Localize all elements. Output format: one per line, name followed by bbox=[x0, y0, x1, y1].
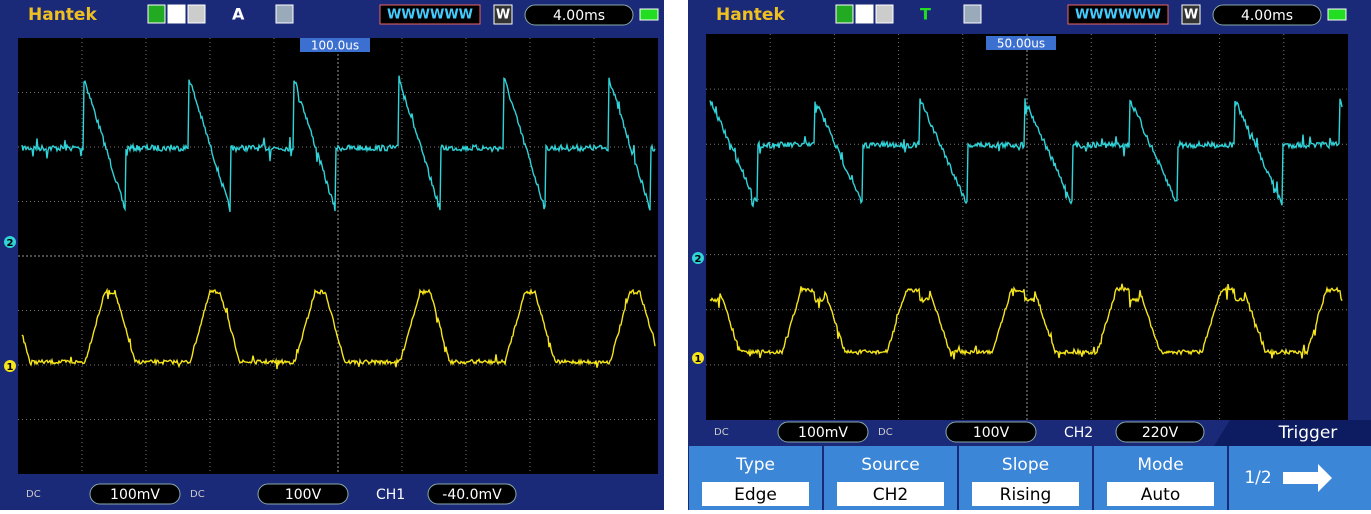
ch1-coupling: DC bbox=[26, 489, 41, 500]
save-icon bbox=[964, 5, 981, 23]
trigger-mode: T bbox=[920, 5, 931, 24]
channel-marker-label: 1 bbox=[695, 354, 702, 365]
trigger-source: CH2 bbox=[1064, 425, 1093, 441]
trigger-position: 50.00us bbox=[997, 37, 1045, 51]
menu-label: Type bbox=[735, 455, 775, 475]
menu-title: Trigger bbox=[1278, 423, 1338, 443]
menu-value: Edge bbox=[734, 485, 777, 505]
toolbar-icon bbox=[856, 5, 873, 23]
waveform-indicator: WWWWWW bbox=[387, 8, 473, 23]
trigger-position: 100.0us bbox=[311, 39, 359, 53]
menu-label: Slope bbox=[1002, 455, 1049, 475]
battery bbox=[640, 9, 658, 20]
page: {"screens": [ {"brand": "Hantek", "trigg… bbox=[0, 0, 1371, 510]
ch1-scale: 100mV bbox=[110, 487, 160, 503]
ch2-scale: 100V bbox=[285, 487, 322, 503]
waveform-indicator: WWWWWW bbox=[1075, 8, 1161, 23]
toolbar-icon bbox=[188, 5, 205, 23]
menu-label: Mode bbox=[1137, 455, 1183, 475]
channel-marker-label: 2 bbox=[695, 254, 702, 265]
screens: HantekAWWWWWWW4.00ms100.0us21DC100mVDC10… bbox=[0, 0, 1371, 510]
ch1-scale: 100mV bbox=[798, 425, 848, 441]
channel-marker-label: 2 bbox=[7, 238, 14, 249]
save-icon bbox=[276, 5, 293, 23]
channel-marker-label: 1 bbox=[7, 362, 14, 373]
toolbar-icon bbox=[148, 5, 165, 23]
w-label: W bbox=[496, 8, 510, 23]
menu-value: Rising bbox=[1000, 485, 1052, 505]
ch2-coupling: DC bbox=[190, 489, 205, 500]
trigger-mode: A bbox=[232, 5, 245, 24]
menu-value: CH2 bbox=[873, 485, 908, 505]
brand: Hantek bbox=[716, 5, 785, 25]
trigger-level: 220V bbox=[1142, 425, 1179, 441]
timebase: 4.00ms bbox=[553, 8, 605, 24]
menu-label: Source bbox=[861, 455, 919, 475]
brand: Hantek bbox=[28, 5, 97, 25]
toolbar-icon bbox=[876, 5, 893, 23]
menu-page: 1/2 bbox=[1244, 468, 1271, 488]
ch2-coupling: DC bbox=[878, 427, 893, 438]
menu-value: Auto bbox=[1141, 485, 1180, 505]
ch1-coupling: DC bbox=[714, 427, 729, 438]
toolbar-icon bbox=[168, 5, 185, 23]
trigger-level: -40.0mV bbox=[442, 487, 502, 503]
ch2-scale: 100V bbox=[973, 425, 1010, 441]
toolbar-icon bbox=[836, 5, 853, 23]
timebase: 4.00ms bbox=[1241, 8, 1293, 24]
battery bbox=[1328, 9, 1346, 20]
trigger-source: CH1 bbox=[376, 487, 405, 503]
w-label: W bbox=[1184, 8, 1198, 23]
